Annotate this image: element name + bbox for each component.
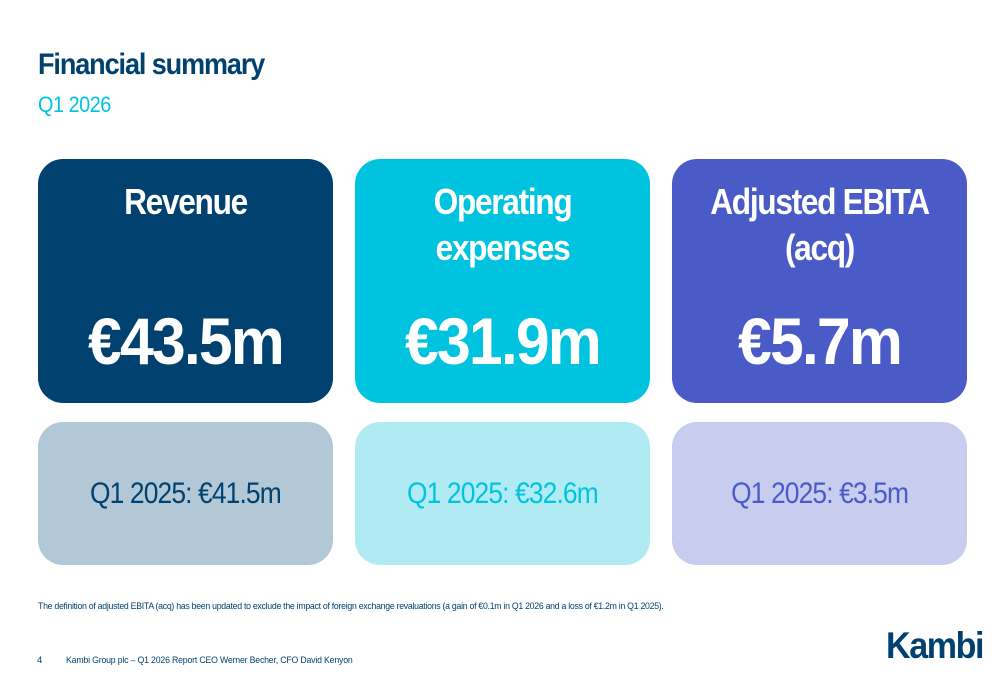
adjusted-ebita-value: €5.7m bbox=[738, 304, 903, 378]
revenue-value: €43.5m bbox=[88, 304, 285, 378]
operating-expenses-previous-value: Q1 2025: €32.6m bbox=[407, 476, 599, 510]
adjusted-ebita-previous-value: Q1 2025: €3.5m bbox=[730, 476, 909, 510]
kambi-logo: Kambi bbox=[886, 625, 985, 666]
operating-expenses-value: €31.9m bbox=[405, 304, 602, 378]
revenue-previous-value: Q1 2025: €41.5m bbox=[90, 476, 282, 510]
revenue-previous-card: Q1 2025: €41.5m bbox=[38, 422, 333, 565]
operating-expenses-card: Operating expenses €31.9m bbox=[355, 159, 650, 403]
operating-expenses-previous-card: Q1 2025: €32.6m bbox=[355, 422, 650, 565]
revenue-card: Revenue €43.5m bbox=[38, 159, 333, 403]
adjusted-ebita-label: Adjusted EBITA (acq) bbox=[710, 181, 930, 268]
footer-text: Kambi Group plc – Q1 2026 Report CEO Wer… bbox=[66, 655, 353, 666]
page-number: 4 bbox=[37, 655, 43, 666]
adjusted-ebita-previous-card: Q1 2025: €3.5m bbox=[672, 422, 967, 565]
page-title: Financial summary bbox=[38, 48, 265, 81]
operating-expenses-label: Operating expenses bbox=[433, 181, 573, 268]
adjusted-ebita-card: Adjusted EBITA (acq) €5.7m bbox=[672, 159, 967, 403]
revenue-label: Revenue bbox=[124, 181, 248, 222]
page-subtitle: Q1 2026 bbox=[38, 92, 111, 117]
footnote: The definition of adjusted EBITA (acq) h… bbox=[38, 601, 664, 612]
